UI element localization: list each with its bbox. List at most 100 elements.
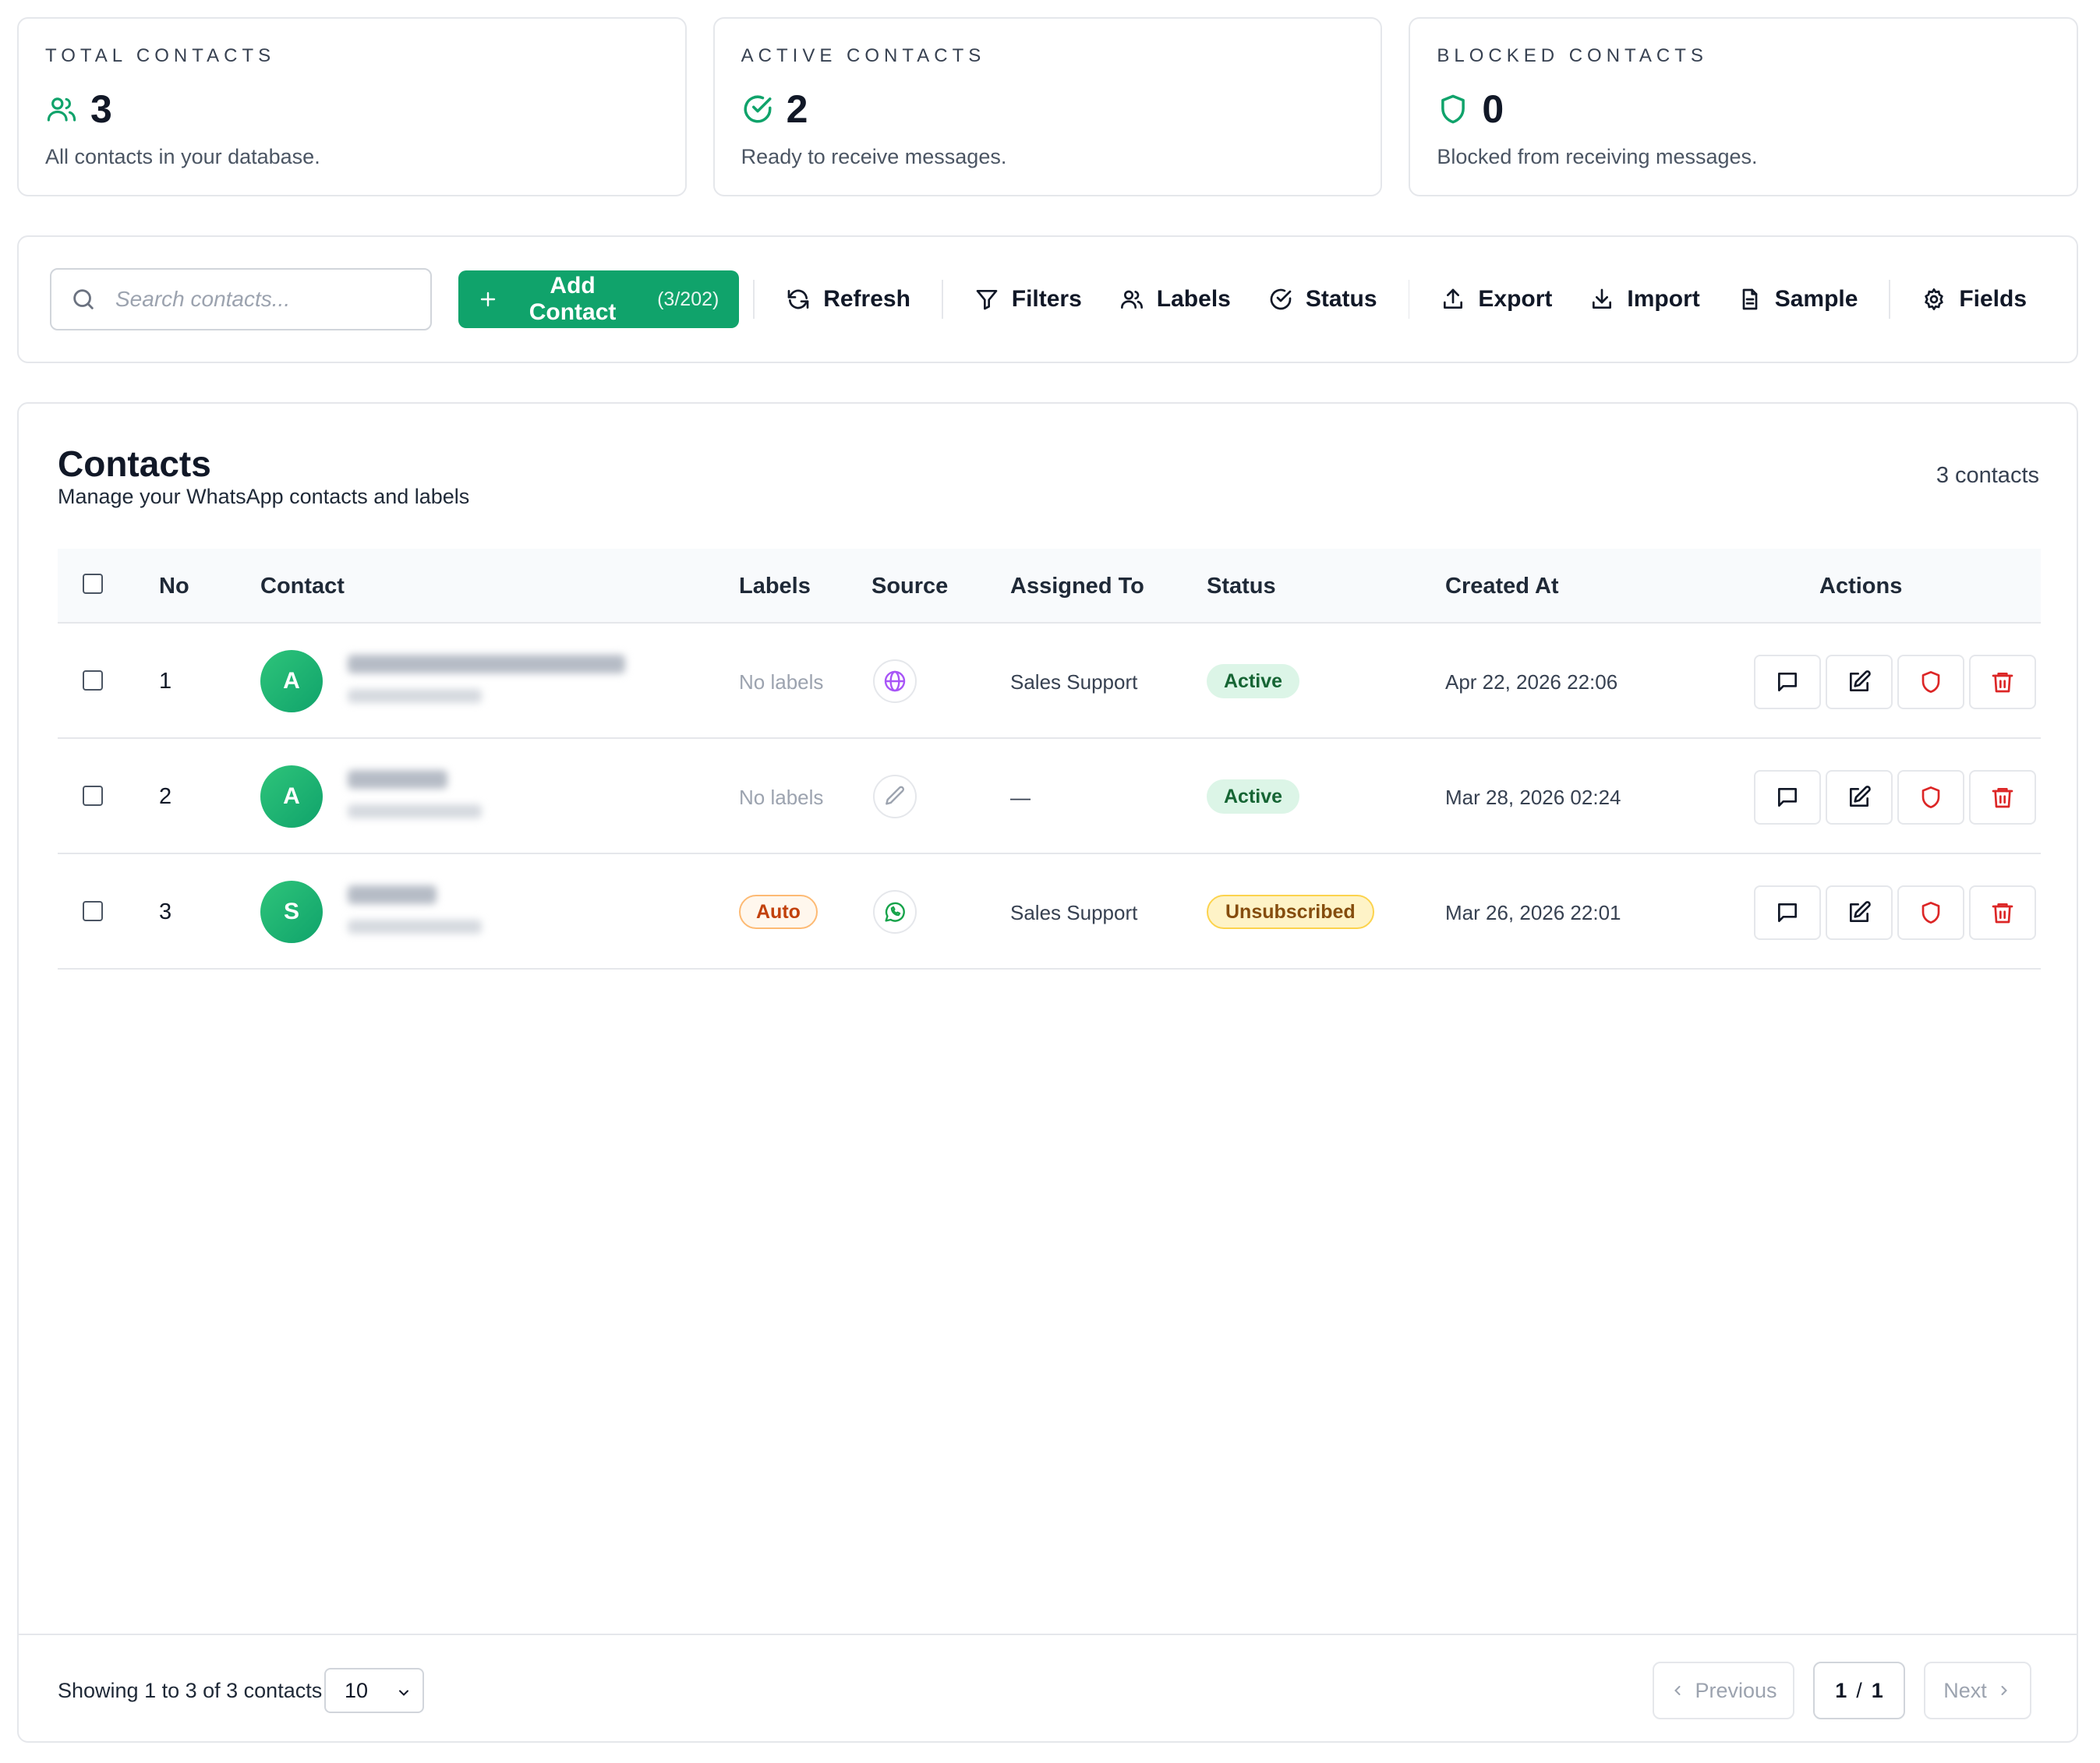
chevron-left-icon xyxy=(1674,1686,1681,1695)
column-actions: Actions xyxy=(1819,574,1903,599)
users-icon xyxy=(47,97,76,122)
refresh-icon xyxy=(787,289,809,309)
import-button[interactable]: Import xyxy=(1571,270,1718,328)
edit-button[interactable] xyxy=(1826,770,1893,825)
fields-button[interactable]: Fields xyxy=(1903,270,2045,328)
status-label: Status xyxy=(1305,286,1377,312)
toolbar: Add Contact (3/202) Refresh Filters Labe… xyxy=(17,235,2078,363)
table-footer: Showing 1 to 3 of 3 contacts 10 Previous… xyxy=(19,1634,2077,1743)
row-created: Mar 26, 2026 22:01 xyxy=(1445,901,1621,924)
delete-button[interactable] xyxy=(1969,655,2036,709)
label-chip: Auto xyxy=(739,895,818,929)
table-header: No Contact Labels Source Assigned To Sta… xyxy=(58,549,2041,624)
contact-name-redacted xyxy=(348,885,437,904)
add-contact-button[interactable]: Add Contact (3/202) xyxy=(458,270,740,328)
page-indicator: 1 / 1 xyxy=(1813,1662,1905,1719)
message-button[interactable] xyxy=(1754,885,1821,940)
export-button[interactable]: Export xyxy=(1422,270,1571,328)
upload-icon xyxy=(1444,288,1463,309)
column-source: Source xyxy=(871,574,949,599)
import-label: Import xyxy=(1627,286,1700,312)
shield-icon xyxy=(1441,94,1465,124)
select-all-checkbox[interactable] xyxy=(83,574,103,594)
filters-button[interactable]: Filters xyxy=(956,270,1101,328)
file-text-icon xyxy=(1742,288,1758,310)
stat-desc: Blocked from receiving messages. xyxy=(1437,145,1758,168)
block-button[interactable] xyxy=(1897,885,1964,940)
previous-label: Previous xyxy=(1695,1678,1777,1702)
search-input[interactable] xyxy=(115,287,412,312)
avatar: S xyxy=(260,881,323,943)
labels-button[interactable]: Labels xyxy=(1101,270,1250,328)
check-circle-icon xyxy=(1270,288,1292,310)
block-button[interactable] xyxy=(1897,770,1964,825)
source-web xyxy=(873,659,917,703)
table-row[interactable]: 3 S Auto Sales Support Unsubscribed Mar … xyxy=(58,854,2041,970)
chevron-down-icon xyxy=(399,1690,408,1696)
stat-title: ACTIVE CONTACTS xyxy=(741,45,986,66)
filter-icon xyxy=(976,290,998,310)
add-contact-label: Add Contact xyxy=(529,273,617,325)
message-icon xyxy=(1778,788,1797,807)
search-box xyxy=(50,268,432,330)
shield-icon xyxy=(1921,671,1940,693)
pencil-icon xyxy=(886,786,905,805)
column-contact: Contact xyxy=(260,574,345,599)
source-whatsapp xyxy=(873,890,917,934)
edit-icon xyxy=(1850,786,1871,807)
row-labels: No labels xyxy=(739,786,824,809)
refresh-button[interactable]: Refresh xyxy=(767,270,929,328)
stat-desc: All contacts in your database. xyxy=(45,145,320,168)
chevron-right-icon xyxy=(2001,1686,2007,1695)
sample-button[interactable]: Sample xyxy=(1719,270,1877,328)
row-checkbox[interactable] xyxy=(83,901,103,921)
page-separator: / xyxy=(1856,1678,1862,1702)
row-labels: No labels xyxy=(739,670,824,694)
delete-button[interactable] xyxy=(1969,885,2036,940)
stats-row: TOTAL CONTACTS 3 All contacts in your da… xyxy=(17,17,2079,196)
contact-phone-redacted xyxy=(348,689,482,703)
gear-icon xyxy=(1925,288,1944,310)
edit-button[interactable] xyxy=(1826,655,1893,709)
sample-label: Sample xyxy=(1774,286,1858,312)
avatar: A xyxy=(260,650,323,712)
total-pages: 1 xyxy=(1871,1678,1883,1702)
stat-card-active: ACTIVE CONTACTS 2 Ready to receive messa… xyxy=(712,17,1383,196)
row-checkbox[interactable] xyxy=(83,670,103,691)
previous-button[interactable]: Previous xyxy=(1653,1662,1794,1719)
message-button[interactable] xyxy=(1754,655,1821,709)
avatar: A xyxy=(260,765,323,828)
contact-name-redacted xyxy=(348,770,447,789)
contacts-count: 3 contacts xyxy=(1936,463,2039,488)
column-status: Status xyxy=(1207,574,1276,599)
page-size-select[interactable]: 10 xyxy=(324,1668,424,1713)
stat-value: 2 xyxy=(786,87,808,131)
message-button[interactable] xyxy=(1754,770,1821,825)
contact-name-redacted xyxy=(348,655,625,673)
trash-icon xyxy=(1992,673,2013,693)
column-labels: Labels xyxy=(739,574,811,599)
delete-button[interactable] xyxy=(1969,770,2036,825)
column-no: No xyxy=(159,574,189,599)
edit-button[interactable] xyxy=(1826,885,1893,940)
block-button[interactable] xyxy=(1897,655,1964,709)
stat-title: TOTAL CONTACTS xyxy=(45,45,276,66)
filters-label: Filters xyxy=(1011,286,1082,312)
check-circle-icon xyxy=(744,95,772,123)
row-checkbox[interactable] xyxy=(83,786,103,806)
table-row[interactable]: 2 A No labels — Active Mar 28, 2026 02:2… xyxy=(58,739,2041,854)
next-button[interactable]: Next xyxy=(1924,1662,2031,1719)
edit-icon xyxy=(1850,901,1871,922)
stat-title: BLOCKED CONTACTS xyxy=(1437,45,1708,66)
next-label: Next xyxy=(1943,1678,1987,1702)
table-row[interactable]: 1 A No labels Sales Support Active Apr 2… xyxy=(58,624,2041,739)
stat-card-total: TOTAL CONTACTS 3 All contacts in your da… xyxy=(17,17,687,196)
status-badge: Unsubscribed xyxy=(1207,895,1374,929)
row-assigned: — xyxy=(1010,786,1031,809)
download-icon xyxy=(1593,288,1612,309)
stat-desc: Ready to receive messages. xyxy=(741,145,1007,168)
status-button[interactable]: Status xyxy=(1250,270,1396,328)
source-manual xyxy=(873,775,917,818)
refresh-label: Refresh xyxy=(823,286,910,312)
globe-icon xyxy=(884,670,906,692)
